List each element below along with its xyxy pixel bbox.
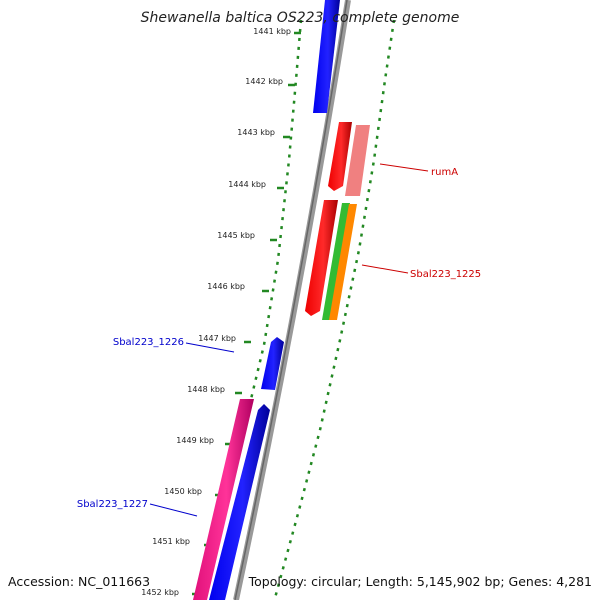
tick-label: 1448 kbp (187, 385, 225, 394)
gene-arrow-blue-top[interactable] (313, 0, 340, 113)
tick-marks (192, 31, 301, 596)
outer-dotted-ring (273, 19, 396, 599)
tick-label: 1444 kbp (228, 180, 266, 189)
gene-arrow-rumA[interactable] (345, 125, 370, 196)
inner-dotted-ring (199, 19, 303, 599)
genome-backbone (233, 0, 351, 600)
genome-summary: Topology: circular; Length: 5,145,902 bp… (248, 574, 592, 589)
tick-label: 1445 kbp (217, 231, 255, 240)
gene-arrow-sbal1227[interactable] (193, 399, 254, 600)
tick-label: 1443 kbp (237, 128, 275, 137)
gene-arrow-green[interactable] (322, 203, 350, 320)
label-sbal1226[interactable]: Sbal223_1226 (113, 337, 184, 348)
tick-label: 1447 kbp (198, 334, 236, 343)
gene-arrow-red-long[interactable] (305, 200, 338, 316)
accession-text: Accession: NC_011663 (8, 574, 151, 589)
gene-arrow-rumA-red[interactable] (328, 122, 352, 191)
tick-label: 1452 kbp (141, 588, 179, 597)
gene-arrow-sbal1226[interactable] (261, 337, 284, 390)
gene-arrow-sbal1225[interactable] (329, 204, 357, 320)
tick-label: 1442 kbp (245, 77, 283, 86)
tick-label: 1446 kbp (207, 282, 245, 291)
tick-label: 1449 kbp (176, 436, 214, 445)
tick-label: 1441 kbp (253, 27, 291, 36)
label-sbal1225[interactable]: Sbal223_1225 (410, 269, 481, 280)
tick-label: 1451 kbp (152, 537, 190, 546)
label-rumA[interactable]: rumA (431, 167, 458, 178)
map-title: Shewanella baltica OS223, complete genom… (140, 10, 460, 26)
label-sbal1227[interactable]: Sbal223_1227 (77, 499, 148, 510)
gene-arrow-blue-long[interactable] (209, 404, 270, 600)
tick-label: 1450 kbp (164, 487, 202, 496)
